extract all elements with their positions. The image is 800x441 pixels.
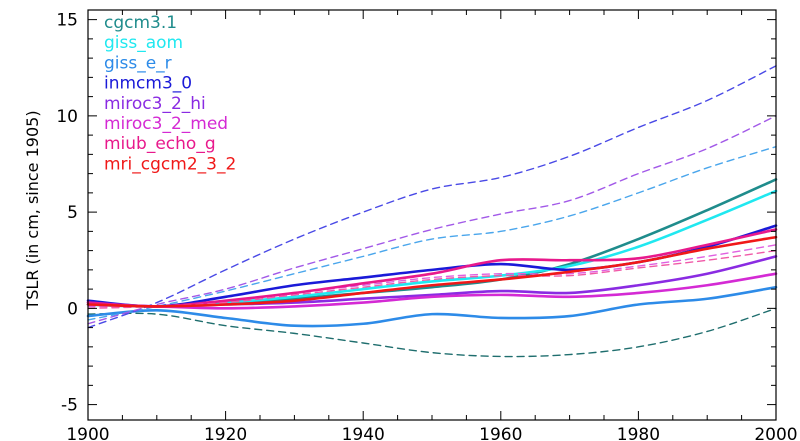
series-line-mri-cgcm2-3-2-solid [86, 235, 778, 308]
y-tick-label: 10 [56, 107, 78, 127]
ticks-layer: 1900 1920 1940 1960 1980 2000 -5 0 5 10 15 [56, 10, 798, 441]
plot-frame [87, 9, 777, 421]
x-tick-label: 1960 [479, 425, 522, 441]
series-line-miroc3-2-hi-dashed [87, 115, 777, 325]
y-tick-label: 0 [67, 299, 78, 319]
series-line-miroc3-2-med-solid [86, 272, 778, 310]
legend-entry-miroc3-2-hi: miroc3_2_hi [104, 94, 206, 114]
y-tick-label: -5 [61, 396, 78, 416]
x-tick-label: 2000 [754, 425, 797, 441]
x-tick-label: 1900 [66, 425, 109, 441]
legend: cgcm3.1giss_aomgiss_e_rinmcm3_0miroc3_2_… [104, 13, 236, 174]
legend-entry-cgcm3-1: cgcm3.1 [104, 13, 177, 33]
x-tick-label: 1920 [204, 425, 247, 441]
series-line-cgcm3-1-solid [86, 178, 778, 308]
series-line-giss-e-r-solid [86, 285, 778, 328]
x-tick-label: 1980 [617, 425, 660, 441]
legend-entry-mri-cgcm2-3-2: mri_cgcm2_3_2 [104, 154, 236, 174]
legend-entry-miub-echo-g: miub_echo_g [104, 134, 216, 154]
series-line-miub-echo-g-solid [86, 228, 778, 308]
legend-entry-miroc3-2-med: miroc3_2_med [104, 114, 228, 134]
legend-entry-giss-aom: giss_aom [104, 33, 183, 53]
x-tick-label: 1940 [342, 425, 385, 441]
legend-entry-inmcm3-0: inmcm3_0 [104, 74, 192, 94]
legend-entry-giss-e-r: giss_e_r [104, 53, 172, 73]
series-line-inmcm3-0-dashed [87, 65, 777, 329]
y-axis-title: TSLR (in cm, since 1905) [23, 110, 42, 310]
y-tick-label: 5 [67, 203, 78, 223]
series-line-giss-e-r-dashed [87, 145, 777, 321]
series-layer [86, 65, 778, 358]
y-tick-label: 15 [56, 11, 78, 31]
series-line-cgcm3-1-dashed [87, 307, 777, 358]
